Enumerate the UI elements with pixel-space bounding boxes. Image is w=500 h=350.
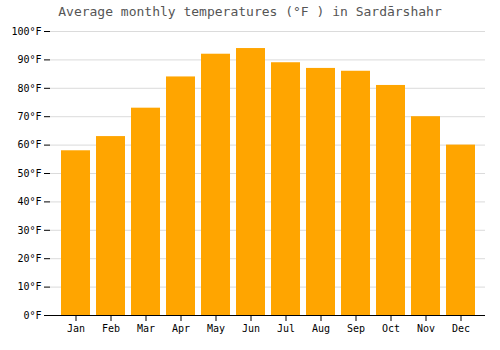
svg-text:80°F: 80°F bbox=[17, 83, 41, 94]
svg-text:Aug: Aug bbox=[312, 323, 330, 334]
svg-text:Apr: Apr bbox=[172, 323, 190, 334]
svg-text:30°F: 30°F bbox=[17, 225, 41, 236]
svg-text:60°F: 60°F bbox=[17, 139, 41, 150]
svg-text:Dec: Dec bbox=[452, 323, 470, 334]
svg-text:Mar: Mar bbox=[137, 323, 155, 334]
svg-text:Sep: Sep bbox=[347, 323, 365, 334]
svg-text:90°F: 90°F bbox=[17, 54, 41, 65]
svg-text:20°F: 20°F bbox=[17, 253, 41, 264]
svg-text:40°F: 40°F bbox=[17, 196, 41, 207]
svg-text:50°F: 50°F bbox=[17, 168, 41, 179]
svg-text:100°F: 100°F bbox=[11, 26, 41, 37]
svg-text:10°F: 10°F bbox=[17, 281, 41, 292]
svg-text:Nov: Nov bbox=[417, 323, 435, 334]
svg-text:0°F: 0°F bbox=[23, 310, 41, 321]
svg-text:May: May bbox=[207, 323, 225, 334]
svg-text:Jan: Jan bbox=[67, 323, 85, 334]
svg-text:Oct: Oct bbox=[382, 323, 400, 334]
svg-text:Jun: Jun bbox=[242, 323, 260, 334]
svg-text:70°F: 70°F bbox=[17, 111, 41, 122]
svg-text:Jul: Jul bbox=[277, 323, 295, 334]
svg-text:Feb: Feb bbox=[102, 323, 120, 334]
html-text:Average monthly temperatures (: Average monthly temperatures (°F ) in Sa… bbox=[58, 4, 442, 19]
